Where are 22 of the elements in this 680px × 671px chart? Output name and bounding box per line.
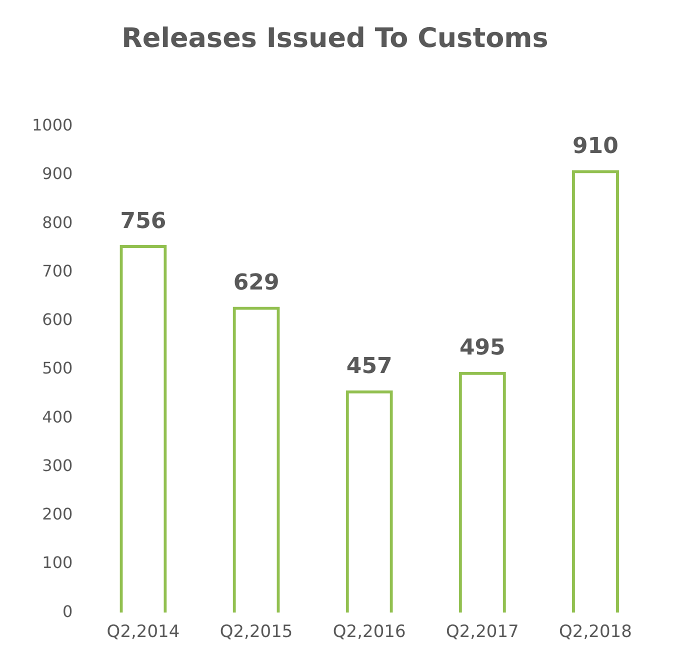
x-tick-label: Q2,2014 <box>106 622 180 642</box>
y-tick-label: 400 <box>42 407 73 426</box>
y-tick-label: 800 <box>42 212 73 232</box>
y-tick-label: 100 <box>42 553 73 572</box>
y-tick-label: 900 <box>42 164 73 184</box>
y-tick-label: 500 <box>42 358 73 378</box>
y-tick-label: 700 <box>42 261 73 280</box>
x-tick-label: Q2,2016 <box>332 622 406 642</box>
y-tick-label: 600 <box>42 310 73 330</box>
data-label: 756 <box>120 208 166 234</box>
y-tick-label: 200 <box>42 504 73 524</box>
x-tick-label: Q2,2017 <box>446 622 519 642</box>
y-tick-label: 300 <box>42 456 73 475</box>
data-label: 457 <box>346 354 392 380</box>
y-tick-label: 0 <box>62 602 73 621</box>
x-tick-label: Q2,2018 <box>559 622 632 642</box>
data-label: 495 <box>459 336 506 361</box>
y-tick-label: 1000 <box>32 116 73 135</box>
data-label: 910 <box>572 134 618 159</box>
x-tick-label: Q2,2015 <box>220 622 293 642</box>
chart-title: Releases Issued To Customs <box>122 23 548 54</box>
data-label: 629 <box>233 270 280 296</box>
